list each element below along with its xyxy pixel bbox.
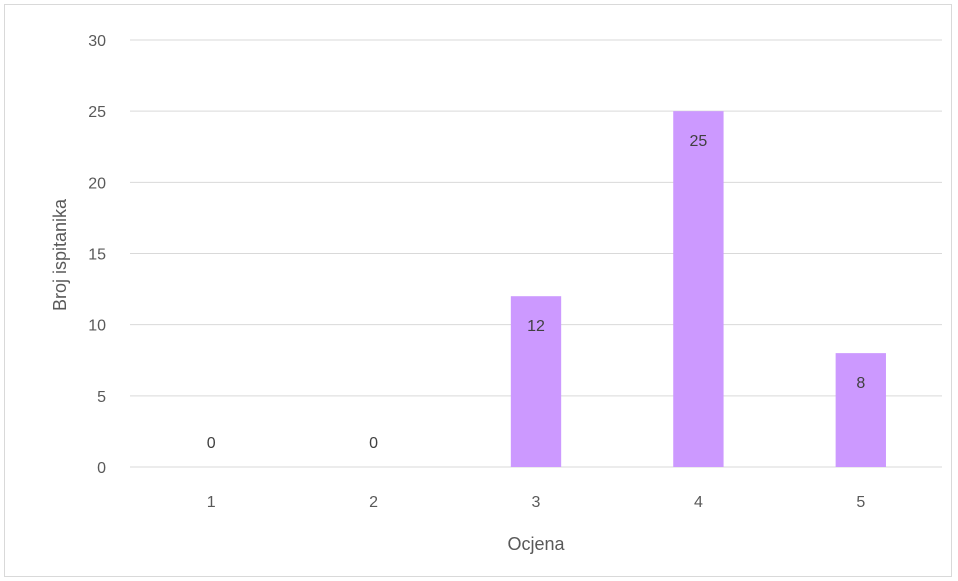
y-axis-title: Broj ispitanika	[50, 198, 70, 311]
y-tick-labels: 0 5 10 15 20 25 30	[88, 33, 106, 477]
x-tick-label: 2	[369, 494, 378, 511]
data-label: 25	[690, 133, 708, 150]
y-tick-label: 25	[88, 104, 106, 121]
x-tick-label: 4	[694, 494, 703, 511]
data-label: 0	[207, 435, 216, 452]
y-tick-label: 0	[97, 460, 106, 477]
data-label: 8	[856, 375, 865, 392]
y-tick-label: 15	[88, 247, 106, 264]
y-tick-label: 30	[88, 33, 106, 50]
x-axis-title: Ocjena	[507, 534, 565, 554]
gridlines	[130, 39, 942, 468]
y-tick-label: 5	[97, 389, 106, 406]
y-tick-label: 10	[88, 318, 106, 335]
x-tick-labels: 1 2 3 4 5	[207, 494, 866, 511]
bar	[510, 296, 562, 467]
x-tick-label: 3	[532, 494, 541, 511]
bar	[835, 353, 886, 467]
x-tick-label: 5	[856, 494, 865, 511]
data-label: 0	[369, 435, 378, 452]
data-label: 12	[527, 318, 545, 335]
y-tick-label: 20	[88, 175, 106, 192]
chart-frame	[4, 4, 952, 577]
bars	[510, 111, 886, 468]
data-labels: 0 0 12 25 8	[207, 133, 866, 452]
x-tick-label: 1	[207, 494, 216, 511]
bar	[673, 111, 724, 468]
